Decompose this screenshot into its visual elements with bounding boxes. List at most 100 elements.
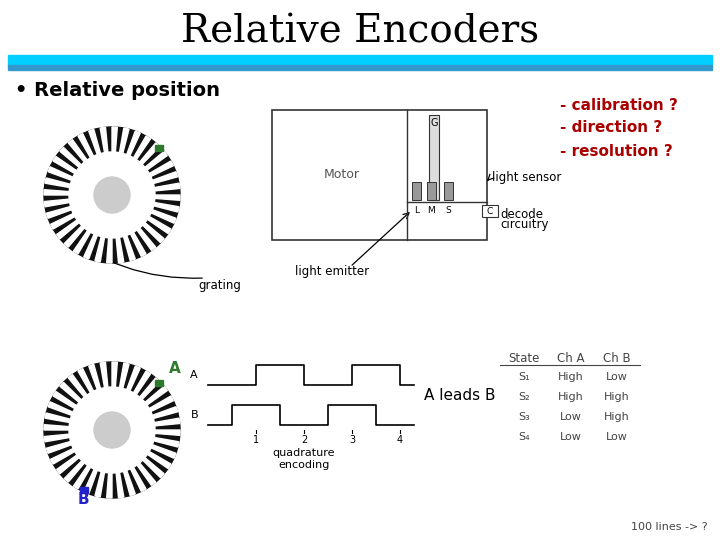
Wedge shape (137, 228, 156, 251)
Wedge shape (148, 217, 171, 233)
Wedge shape (57, 220, 79, 239)
Text: C: C (487, 206, 493, 215)
Text: Ch B: Ch B (603, 352, 631, 365)
Text: Motor: Motor (324, 168, 360, 181)
Text: Low: Low (606, 432, 628, 442)
Wedge shape (112, 362, 117, 387)
Wedge shape (133, 136, 150, 159)
Wedge shape (47, 442, 71, 453)
Circle shape (94, 412, 130, 448)
Wedge shape (45, 178, 71, 187)
Text: 4: 4 (397, 435, 403, 445)
Wedge shape (84, 234, 97, 259)
Bar (272, 110, 487, 240)
Wedge shape (155, 430, 180, 435)
Wedge shape (153, 407, 178, 418)
Wedge shape (112, 127, 117, 152)
Text: Low: Low (560, 412, 582, 422)
Wedge shape (95, 471, 104, 497)
Text: grating: grating (198, 279, 241, 292)
Circle shape (69, 152, 155, 238)
Bar (412, 182, 421, 200)
Wedge shape (153, 172, 178, 184)
Wedge shape (57, 455, 79, 474)
Wedge shape (107, 473, 112, 498)
Bar (155, 145, 163, 151)
Wedge shape (47, 206, 71, 218)
Bar (8, 55, 712, 65)
Text: B: B (78, 492, 90, 507)
Wedge shape (45, 434, 70, 442)
Text: State: State (508, 352, 540, 365)
Wedge shape (53, 157, 76, 173)
Text: L: L (414, 206, 419, 215)
Wedge shape (145, 151, 167, 170)
Wedge shape (116, 238, 124, 262)
Bar (427, 182, 436, 200)
Wedge shape (154, 183, 180, 191)
Circle shape (44, 362, 180, 498)
Wedge shape (143, 222, 164, 242)
Wedge shape (84, 469, 97, 494)
Text: - calibration ?: - calibration ? (560, 98, 678, 112)
Text: S₁: S₁ (518, 372, 530, 382)
Bar (8, 65, 712, 70)
Wedge shape (50, 449, 75, 464)
Wedge shape (48, 167, 73, 180)
Wedge shape (95, 237, 104, 262)
Text: A: A (168, 361, 181, 376)
Wedge shape (78, 133, 94, 158)
Wedge shape (89, 364, 101, 389)
Text: • Relative position: • Relative position (15, 80, 220, 99)
Wedge shape (148, 451, 171, 469)
Text: 1: 1 (253, 435, 259, 445)
Bar (155, 380, 163, 386)
Wedge shape (73, 231, 91, 254)
Wedge shape (120, 128, 129, 153)
Wedge shape (124, 470, 135, 496)
Wedge shape (45, 413, 71, 422)
Text: - direction ?: - direction ? (560, 120, 662, 136)
Circle shape (94, 177, 130, 213)
Text: decode: decode (500, 208, 543, 221)
Wedge shape (78, 369, 94, 393)
Text: Low: Low (606, 372, 628, 382)
Wedge shape (68, 375, 87, 397)
Text: light emitter: light emitter (295, 266, 369, 279)
Wedge shape (140, 378, 160, 400)
Text: - resolution ?: - resolution ? (560, 145, 672, 159)
Text: light sensor: light sensor (492, 172, 562, 185)
Text: S: S (446, 206, 451, 215)
Wedge shape (60, 147, 81, 167)
Wedge shape (89, 130, 101, 154)
Wedge shape (143, 457, 164, 478)
Wedge shape (154, 418, 180, 426)
Wedge shape (50, 213, 75, 229)
Text: G: G (431, 118, 438, 128)
Bar (444, 182, 453, 200)
Wedge shape (151, 210, 176, 223)
Text: B: B (190, 410, 198, 420)
Wedge shape (44, 424, 69, 430)
Wedge shape (153, 202, 179, 212)
Wedge shape (64, 226, 84, 247)
Wedge shape (53, 392, 76, 408)
Wedge shape (137, 463, 156, 485)
Text: M: M (428, 206, 436, 215)
Wedge shape (116, 472, 124, 498)
Text: 2: 2 (301, 435, 307, 445)
Text: S₄: S₄ (518, 432, 530, 442)
Wedge shape (153, 437, 179, 447)
Text: Relative Encoders: Relative Encoders (181, 14, 539, 51)
Wedge shape (155, 195, 180, 200)
Text: quadrature
encoding: quadrature encoding (273, 448, 336, 470)
Wedge shape (120, 363, 129, 388)
Wedge shape (149, 396, 174, 411)
Wedge shape (140, 143, 160, 164)
Wedge shape (124, 235, 135, 260)
Wedge shape (133, 371, 150, 395)
Wedge shape (127, 366, 140, 391)
Text: Ch A: Ch A (557, 352, 585, 365)
Wedge shape (100, 362, 108, 388)
Text: High: High (604, 392, 630, 402)
